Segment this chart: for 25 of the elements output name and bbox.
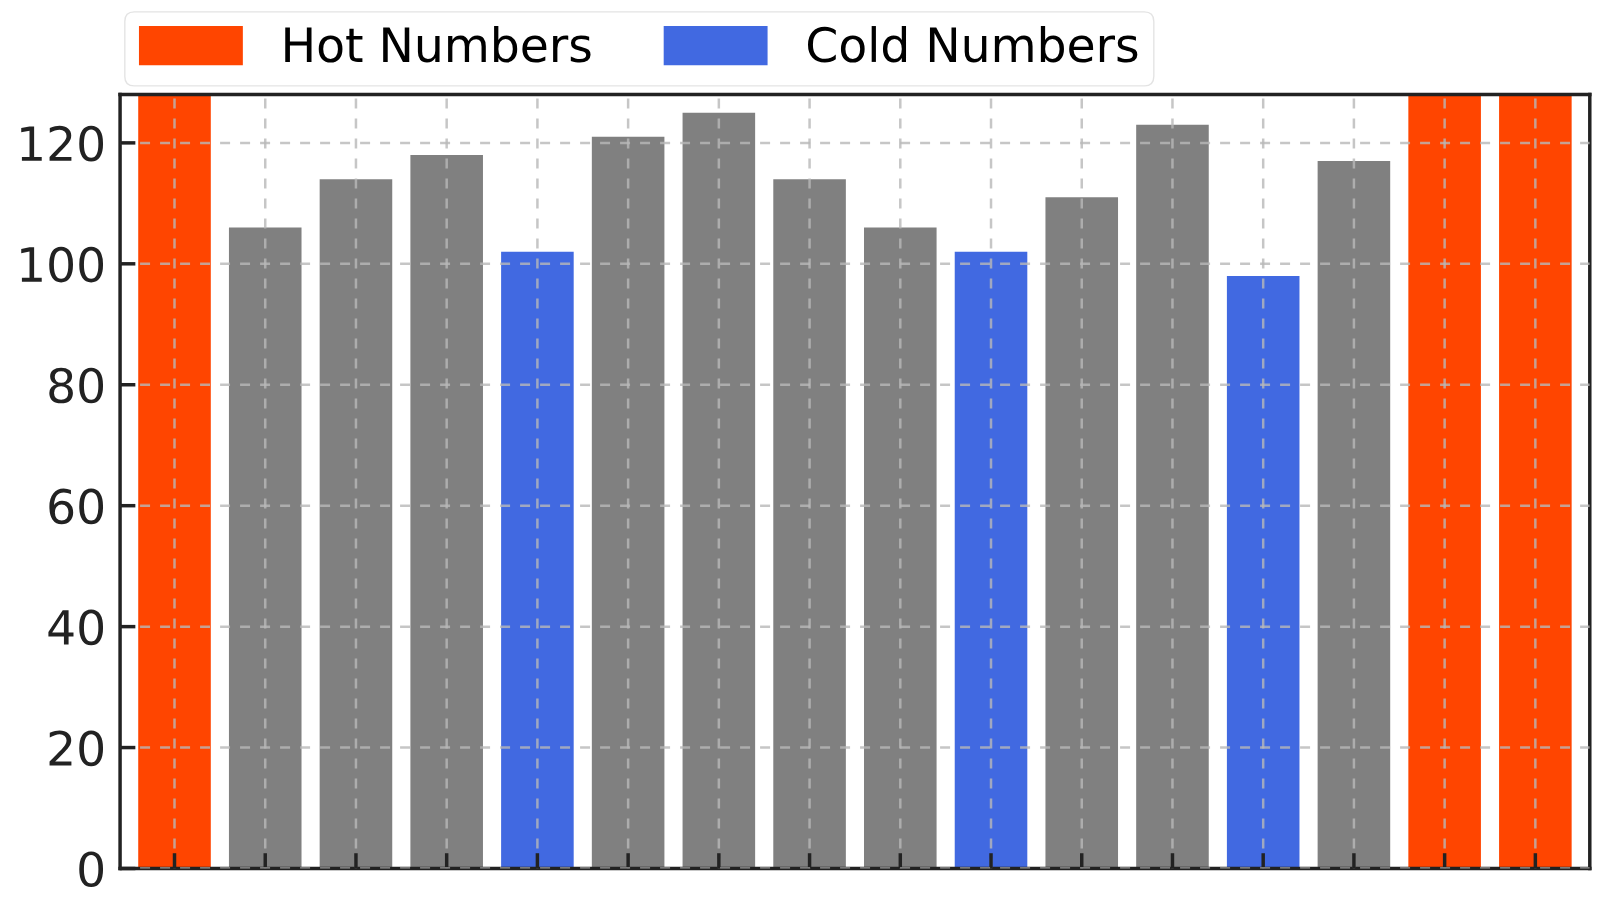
bar: [1408, 94, 1481, 869]
bar: [410, 154, 483, 869]
bar: [138, 94, 211, 869]
bar: [1317, 161, 1391, 869]
bar: [1136, 124, 1209, 869]
y-tick-label: 20: [49, 730, 104, 767]
bar: [591, 136, 665, 869]
bar: [1499, 94, 1572, 869]
bar: [1226, 275, 1300, 869]
bar: [773, 179, 846, 869]
bar: [682, 112, 756, 869]
bar: [864, 227, 937, 869]
y-tick-label: 120: [21, 125, 104, 162]
y-tick-label: 60: [49, 488, 104, 525]
legend-label: Hot Numbers: [285, 26, 591, 63]
y-tick-label: 40: [48, 609, 104, 646]
bar: [319, 179, 393, 869]
bar: [228, 227, 302, 869]
y-tick-label: 100: [21, 246, 104, 283]
bar: [1045, 197, 1119, 869]
y-tick-label: 0: [79, 851, 104, 888]
legend-label: Cold Numbers: [808, 26, 1138, 63]
bar: [954, 251, 1028, 869]
y-tick-label: 80: [49, 367, 104, 404]
bar: [501, 251, 574, 869]
